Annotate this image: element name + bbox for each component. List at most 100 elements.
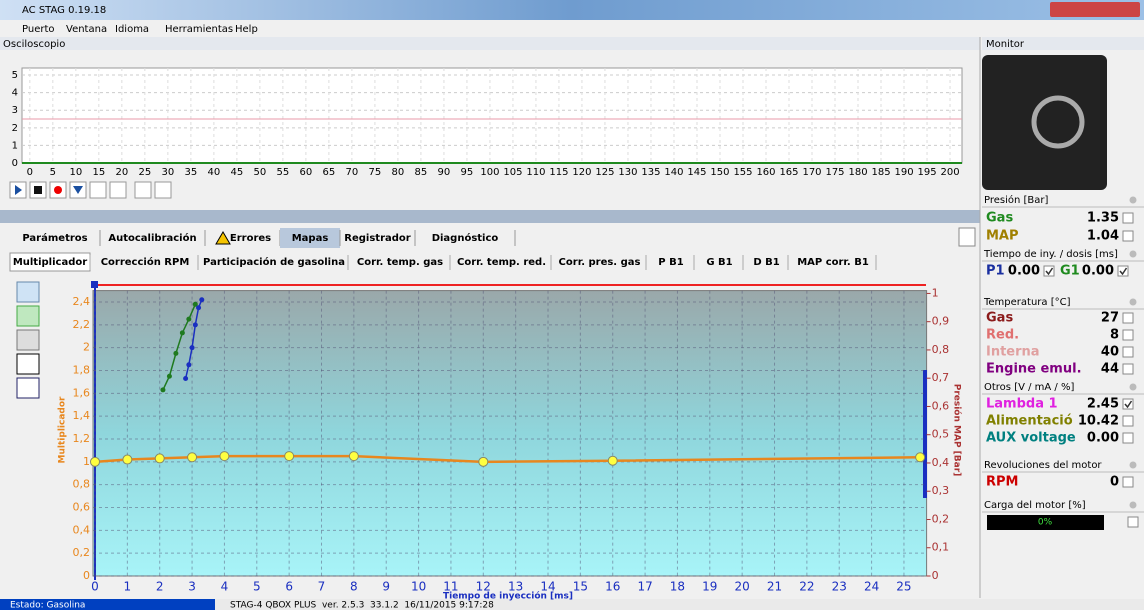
x-tick-label: 2 (156, 580, 164, 594)
map-point (196, 305, 202, 311)
warning-icon (215, 231, 231, 245)
y-tick-label: 0,2 (73, 546, 91, 559)
checkbox[interactable] (1043, 265, 1055, 277)
subtab[interactable]: G B1 (706, 257, 732, 268)
subtab[interactable]: Corr. pres. gas (559, 257, 641, 268)
subtab[interactable]: Corr. temp. red. (457, 257, 546, 268)
monitor-label: Red. (986, 328, 1019, 343)
x-tick-label: 0 (91, 580, 99, 594)
checkbox[interactable] (1122, 329, 1134, 341)
subtab[interactable]: D B1 (753, 257, 779, 268)
checkbox[interactable] (1122, 230, 1134, 242)
y2-tick-label: 0,6 (932, 399, 950, 412)
monitor-value: 0.00 (1087, 431, 1119, 446)
tab[interactable]: Registrador (344, 233, 411, 244)
checkbox[interactable] (1122, 432, 1134, 444)
section-toggle[interactable] (1129, 196, 1137, 204)
subtab[interactable]: Multiplicador (13, 257, 87, 268)
osc-x-tick-label: 15 (92, 167, 105, 178)
osc-y-tick-label: 5 (12, 70, 18, 81)
menu-item[interactable]: Ventana (66, 24, 107, 35)
map-point (90, 456, 100, 467)
x-tick-label: 19 (702, 580, 717, 594)
section-toggle[interactable] (1129, 250, 1137, 258)
y2-tick-label: 0,2 (932, 512, 950, 525)
map-point (199, 297, 205, 303)
checkbox[interactable] (1117, 265, 1129, 277)
logo-ring (1031, 95, 1085, 149)
y2-tick-label: 0,4 (932, 456, 950, 469)
checkbox[interactable] (1127, 516, 1139, 528)
y-tick-label: 2 (83, 341, 90, 354)
tab[interactable]: Mapas (292, 233, 329, 244)
tab[interactable]: Autocalibración (108, 232, 196, 244)
subtab[interactable]: Participación de gasolina (203, 256, 345, 268)
map-tools[interactable] (16, 281, 40, 399)
section-toggle[interactable] (1129, 501, 1137, 509)
checkbox[interactable] (1122, 212, 1134, 224)
osc-y-tick-label: 4 (12, 88, 18, 99)
menu-item[interactable]: Idioma (115, 24, 149, 35)
osc-x-tick-label: 115 (549, 167, 568, 178)
x-tick-label: 20 (735, 580, 750, 594)
map-point (166, 373, 172, 379)
map-line (94, 454, 921, 464)
x-tick-label: 8 (350, 580, 358, 594)
map-point (348, 451, 359, 462)
status-bar (0, 599, 1144, 610)
monitor-label: Gas (986, 211, 1013, 226)
y-axis-label: Multiplicador (58, 396, 68, 463)
monitor-value: 10.42 (1078, 414, 1119, 429)
map-point (607, 455, 618, 466)
osc-x-tick-label: 25 (138, 167, 151, 178)
y2-tick-label: 0,8 (932, 343, 950, 356)
osc-x-tick-label: 145 (687, 167, 706, 178)
y2-tick-label: 0,1 (932, 541, 950, 554)
subtab[interactable]: P B1 (658, 257, 683, 268)
y2-axis-label: Presión MAP [Bar] (952, 384, 963, 477)
osc-x-tick-label: 130 (618, 167, 637, 178)
map-point (915, 452, 926, 463)
subtab[interactable]: Corrección RPM (101, 256, 190, 268)
osc-x-tick-label: 20 (115, 167, 128, 178)
section-toggle[interactable] (1129, 383, 1137, 391)
y-tick-label: 0,8 (73, 478, 91, 491)
thermo-button[interactable] (958, 227, 976, 247)
x-tick-label: 13 (508, 580, 523, 594)
checkbox[interactable] (1122, 398, 1134, 410)
checkbox[interactable] (1122, 312, 1134, 324)
menu-item[interactable]: Herramientas (165, 24, 233, 35)
menu-item[interactable]: Puerto (22, 24, 55, 35)
tab[interactable]: Errores (230, 233, 271, 244)
y-tick-label: 1,2 (73, 432, 91, 445)
osc-x-tick-label: 85 (415, 167, 428, 178)
monitor-value: 0.00 (1008, 264, 1040, 279)
osc-x-tick-label: 155 (733, 167, 752, 178)
map-point (183, 376, 189, 382)
subtab[interactable]: MAP corr. B1 (797, 257, 869, 268)
checkbox[interactable] (1122, 363, 1134, 375)
osc-x-tick-label: 55 (277, 167, 290, 178)
monitor-label: Alimentació (986, 414, 1073, 429)
monitor-section-title: Tiempo de iny. / dosis [ms] (983, 249, 1118, 260)
menu-item[interactable]: Help (235, 24, 258, 35)
map-point (160, 387, 166, 393)
osc-title: Osciloscopio (3, 39, 65, 50)
window-controls[interactable] (1050, 2, 1140, 17)
monitor-value: 2.45 (1087, 397, 1119, 412)
checkbox[interactable] (1122, 346, 1134, 358)
checkbox[interactable] (1122, 476, 1134, 488)
map-point (284, 451, 295, 462)
tab[interactable]: Parámetros (22, 232, 87, 244)
osc-buttons[interactable] (9, 181, 172, 199)
checkbox[interactable] (1122, 415, 1134, 427)
section-toggle[interactable] (1129, 461, 1137, 469)
monitor-value: 27 (1101, 311, 1119, 326)
subtab[interactable]: Corr. temp. gas (357, 257, 443, 268)
osc-x-tick-label: 60 (300, 167, 313, 178)
map-line (162, 303, 196, 391)
tab[interactable]: Diagnóstico (432, 232, 499, 244)
y2-tick-label: 0 (932, 569, 939, 582)
section-toggle[interactable] (1129, 298, 1137, 306)
osc-y-tick-label: 0 (12, 158, 18, 169)
